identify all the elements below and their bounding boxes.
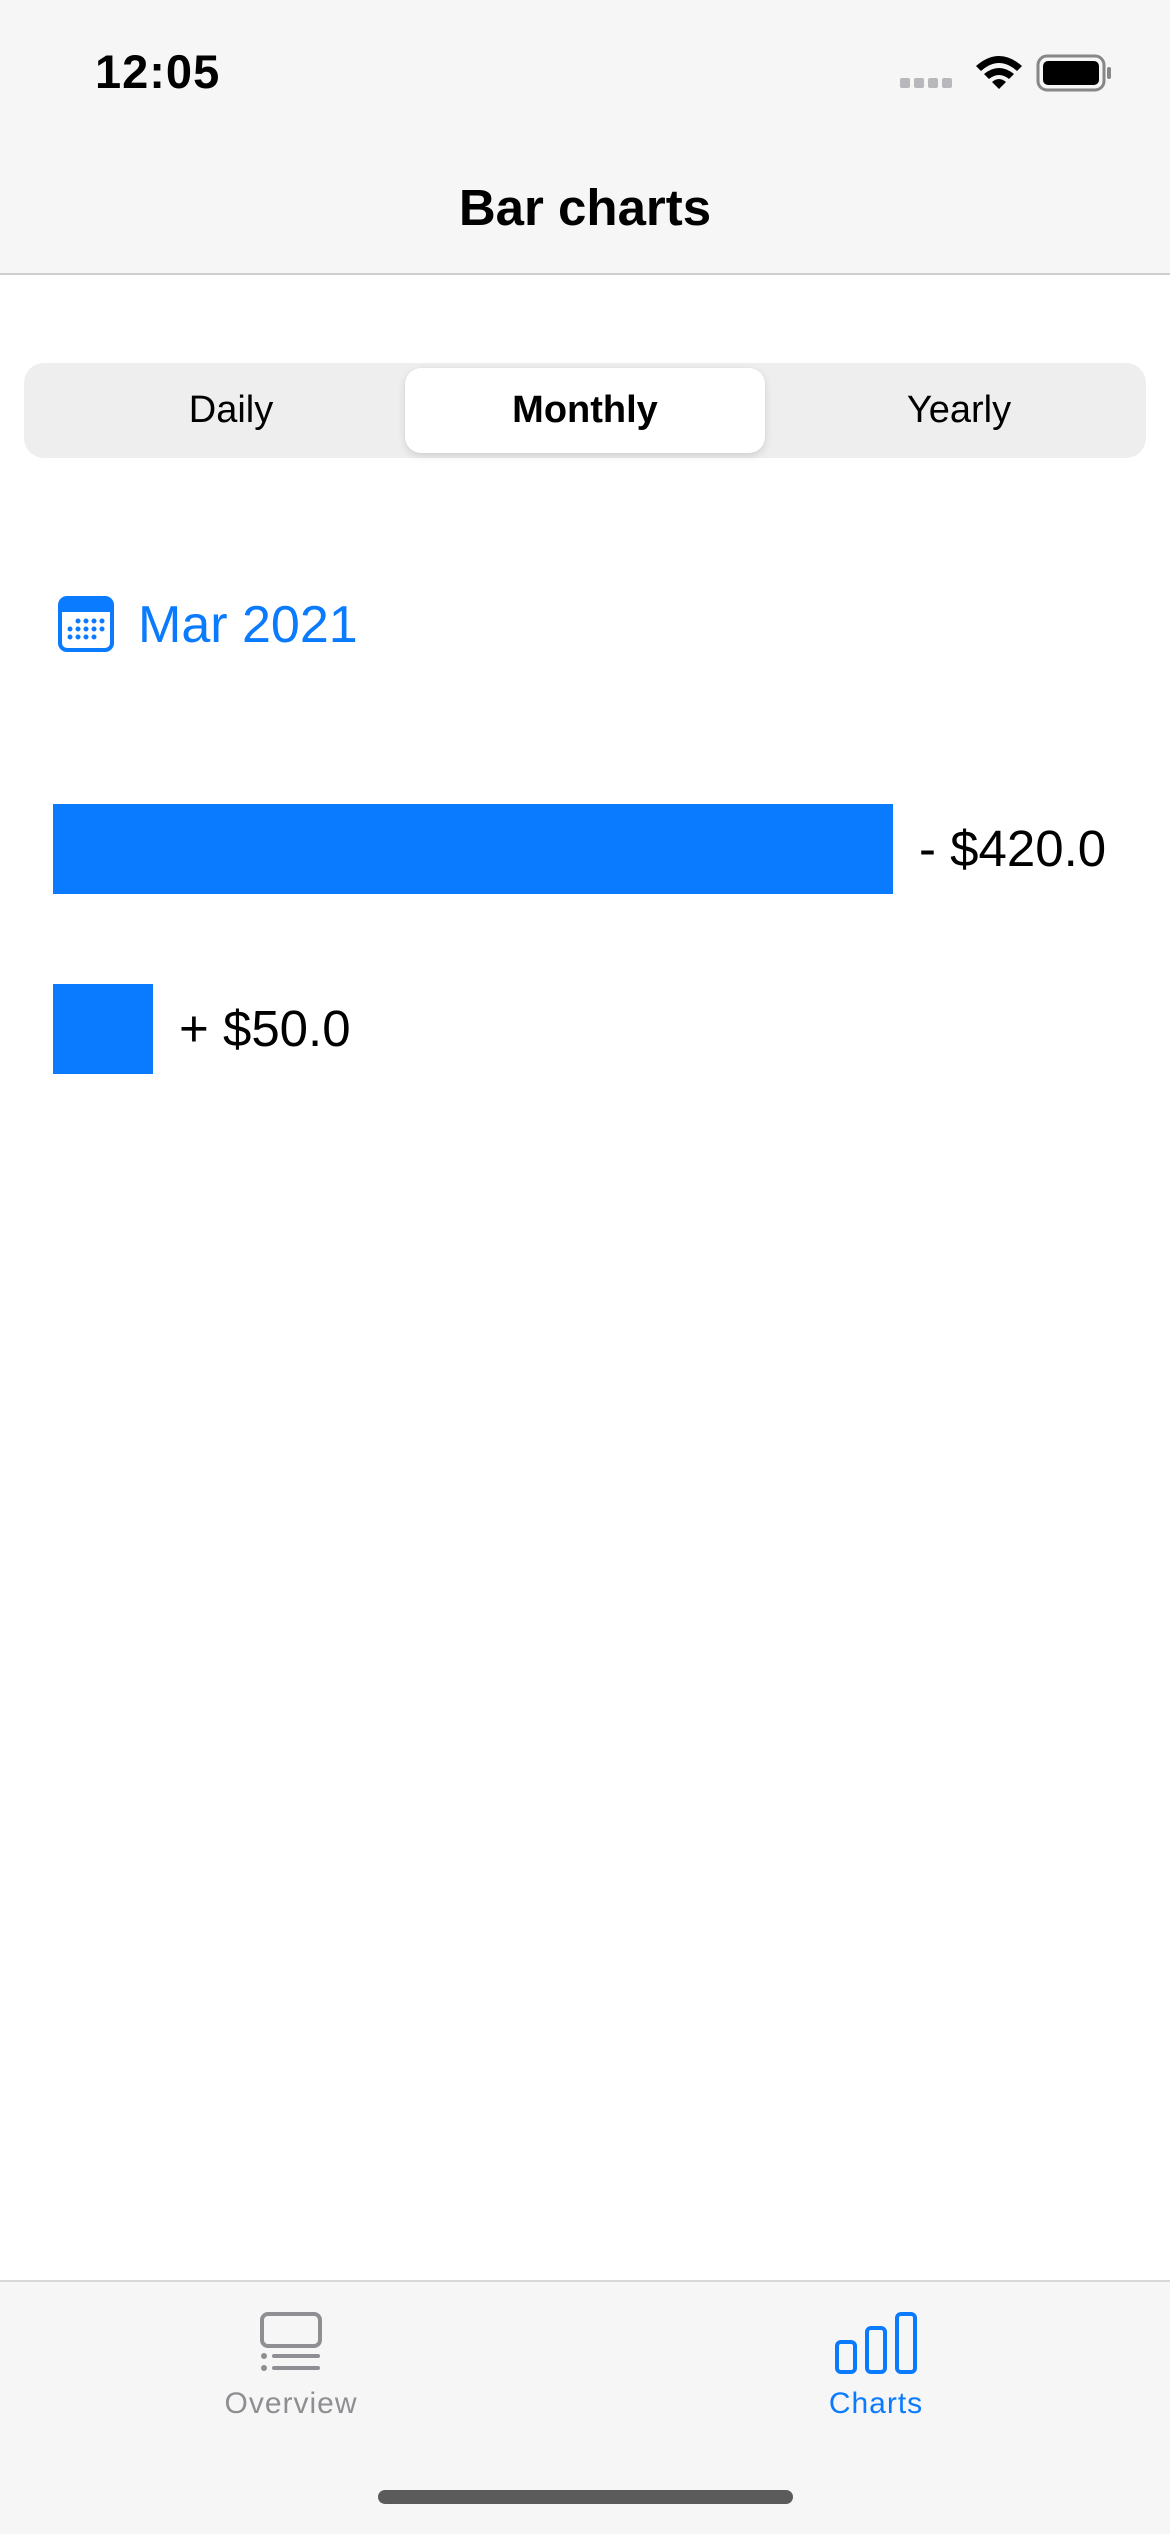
chart-value-label-income: + $50.0 <box>179 1000 351 1057</box>
date-picker-button[interactable]: Mar 2021 <box>58 595 358 655</box>
tab-charts-label: Charts <box>828 2387 924 2420</box>
navigation-bar: Bar charts <box>0 140 1170 275</box>
segment-yearly[interactable]: Yearly <box>779 368 1139 453</box>
period-segmented-control: Daily Monthly Yearly <box>24 363 1146 458</box>
page-title: Bar charts <box>458 179 712 236</box>
chart-value-label-expense: - $420.0 <box>919 820 1107 877</box>
status-time: 12:05 <box>95 45 221 98</box>
status-icons <box>900 52 1120 96</box>
segment-monthly[interactable]: Monthly <box>405 368 765 453</box>
chart-bar-income <box>53 984 153 1074</box>
date-label: Mar 2021 <box>138 596 358 654</box>
calendar-icon <box>58 594 114 657</box>
home-indicator <box>378 2490 793 2504</box>
tab-charts[interactable]: Charts <box>726 2312 1026 2421</box>
status-bar: 12:05 <box>0 0 1170 140</box>
bar-chart-icon <box>834 2312 918 2378</box>
tab-overview[interactable]: Overview <box>141 2312 441 2421</box>
wifi-icon <box>976 56 1022 89</box>
overview-list-icon <box>259 2312 323 2378</box>
chart-bar-expense <box>53 804 893 894</box>
battery-icon <box>1036 54 1111 92</box>
cellular-signal-icon <box>900 78 952 88</box>
segment-daily[interactable]: Daily <box>51 368 411 453</box>
tab-overview-label: Overview <box>224 2387 358 2420</box>
segment-daily-label: Daily <box>188 389 274 431</box>
segment-yearly-label: Yearly <box>906 389 1012 431</box>
segment-monthly-label: Monthly <box>512 389 658 431</box>
